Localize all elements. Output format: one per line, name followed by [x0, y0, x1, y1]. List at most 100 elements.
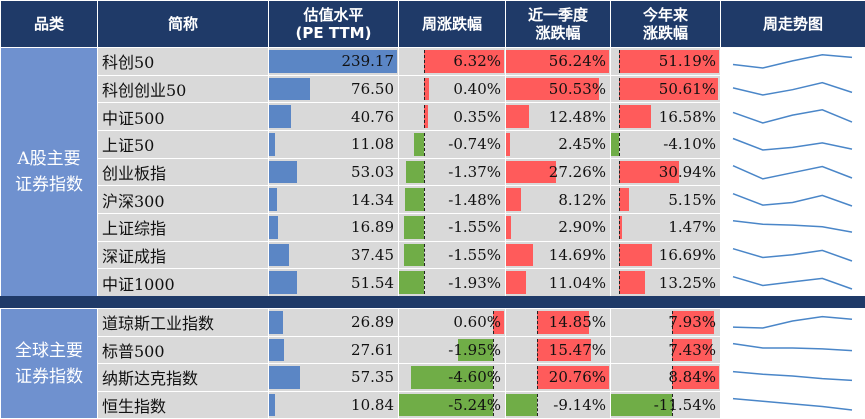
ytd-value: 7.43% [668, 337, 716, 364]
quarter-axis [537, 366, 538, 389]
ytd-value: 7.93% [668, 309, 716, 336]
pe-value: 76.50 [351, 76, 394, 103]
quarter-bar [506, 394, 537, 417]
quarter-bar [506, 244, 533, 267]
quarter-value: 20.76% [549, 364, 606, 391]
week-cell: -1.55% [399, 213, 506, 241]
pe-bar [269, 311, 283, 334]
quarter-value: 14.69% [549, 242, 606, 269]
week-cell: -1.48% [399, 186, 506, 214]
quarter-cell: 2.90% [506, 213, 611, 241]
header-ytd: 今年来涨跌幅 [611, 1, 721, 48]
index-name: 道琼斯工业指数 [98, 309, 269, 337]
sparkline-line [733, 139, 852, 151]
index-name: 沪深300 [98, 186, 269, 214]
week-value: -1.55% [448, 242, 501, 269]
trend-sparkline [721, 309, 865, 337]
week-bar [406, 161, 423, 184]
week-bar [405, 188, 424, 211]
quarter-value: 12.48% [549, 103, 606, 130]
ytd-value: 16.58% [659, 103, 716, 130]
pe-cell: 239.17 [269, 48, 399, 76]
trend-sparkline [721, 269, 865, 297]
quarter-cell: 56.24% [506, 48, 611, 76]
quarter-bar [506, 105, 529, 128]
pe-bar [269, 188, 277, 211]
ytd-bar [611, 133, 619, 156]
header-name: 简称 [98, 1, 269, 48]
week-cell: -1.93% [399, 269, 506, 297]
week-value: -1.37% [448, 159, 501, 186]
week-cell: -1.95% [399, 336, 506, 364]
index-name: 创业板指 [98, 158, 269, 186]
quarter-cell: 14.69% [506, 241, 611, 269]
quarter-cell: 8.12% [506, 186, 611, 214]
week-axis [424, 161, 425, 184]
quarter-value: 11.04% [549, 269, 606, 296]
ytd-bar [619, 105, 651, 128]
pe-value: 10.84 [351, 392, 394, 419]
ytd-cell: 16.58% [611, 103, 721, 131]
sparkline-line [733, 221, 852, 232]
week-cell: 0.60% [399, 309, 506, 337]
pe-bar [269, 216, 278, 239]
index-name: 上证综指 [98, 213, 269, 241]
sparkline-line [733, 344, 852, 351]
pe-cell: 16.89 [269, 213, 399, 241]
quarter-cell: 11.04% [506, 269, 611, 297]
trend-sparkline [721, 158, 865, 186]
week-value: 6.32% [453, 48, 501, 75]
pe-value: 51.54 [351, 269, 394, 296]
ytd-value: 1.47% [668, 214, 716, 241]
pe-cell: 76.50 [269, 75, 399, 103]
pe-value: 53.03 [351, 159, 394, 186]
header-trend: 周走势图 [721, 1, 865, 48]
sparkline-svg [721, 214, 864, 240]
pe-cell: 40.76 [269, 103, 399, 131]
quarter-value: 27.26% [549, 159, 606, 186]
week-cell: -5.24% [399, 391, 506, 419]
ytd-axis [619, 105, 620, 128]
pe-bar [269, 394, 275, 417]
group-label: A股主要证券指数 [1, 48, 98, 297]
quarter-cell: 15.47% [506, 336, 611, 364]
week-axis [424, 271, 425, 294]
ytd-axis [619, 216, 620, 239]
quarter-axis [537, 339, 538, 362]
ytd-axis [619, 161, 620, 184]
sparkline-svg [721, 187, 864, 213]
index-name: 标普500 [98, 336, 269, 364]
quarter-bar [506, 216, 511, 239]
index-name: 深证成指 [98, 241, 269, 269]
ytd-axis [619, 78, 620, 101]
sparkline-svg [721, 104, 864, 130]
trend-sparkline [721, 336, 865, 364]
week-cell: -1.55% [399, 241, 506, 269]
pe-cell: 37.45 [269, 241, 399, 269]
ytd-cell: 50.61% [611, 75, 721, 103]
week-bar [414, 133, 423, 156]
ytd-cell: 5.15% [611, 186, 721, 214]
header-category: 品类 [1, 1, 98, 48]
sparkline-line [733, 316, 852, 327]
trend-sparkline [721, 130, 865, 158]
ytd-cell: 7.43% [611, 336, 721, 364]
pe-cell: 27.61 [269, 336, 399, 364]
quarter-value: 15.47% [549, 337, 606, 364]
quarter-bar [506, 271, 526, 294]
ytd-cell: 30.94% [611, 158, 721, 186]
sparkline-line [733, 54, 852, 67]
week-axis [424, 50, 425, 73]
ytd-cell: -4.10% [611, 130, 721, 158]
index-name: 中证500 [98, 103, 269, 131]
sparkline-svg [721, 76, 864, 102]
week-cell: -1.37% [399, 158, 506, 186]
week-bar [399, 271, 424, 294]
sparkline-svg [721, 270, 864, 296]
trend-sparkline [721, 364, 865, 392]
pe-bar [269, 161, 297, 184]
